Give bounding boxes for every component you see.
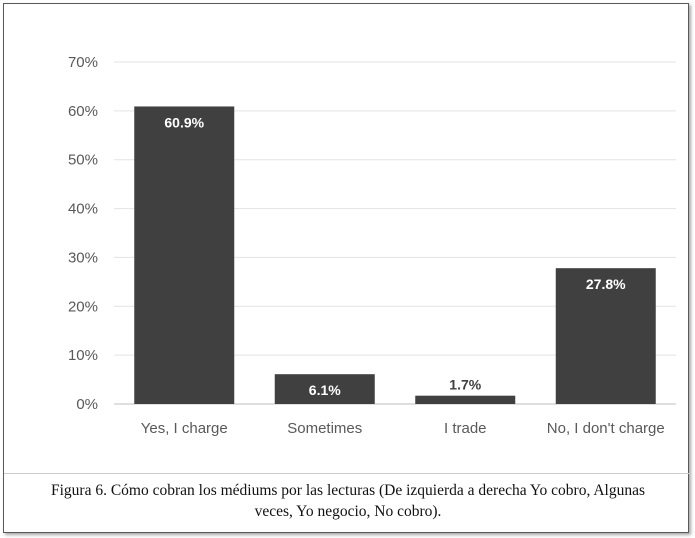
- y-tick-label: 70%: [68, 54, 98, 71]
- data-label: 1.7%: [449, 377, 481, 393]
- data-label: 6.1%: [309, 382, 341, 398]
- category-label: No, I don't charge: [547, 420, 665, 437]
- bar: [274, 374, 375, 404]
- caption-line-1: Figura 6. Cómo cobran los médiums por la…: [50, 482, 646, 499]
- category-label: Yes, I charge: [141, 420, 228, 437]
- y-tick-label: 0%: [76, 396, 98, 413]
- y-tick-label: 10%: [68, 347, 98, 364]
- figure-caption: Figura 6. Cómo cobran los médiums por la…: [8, 480, 688, 522]
- data-label: 27.8%: [586, 276, 626, 292]
- y-tick-label: 60%: [68, 103, 98, 120]
- y-axis-ticks: 0% 10% 20% 30% 40% 50% 60% 70%: [68, 54, 98, 413]
- bar: [134, 106, 235, 405]
- y-tick-label: 50%: [68, 152, 98, 169]
- y-tick-label: 30%: [68, 249, 98, 266]
- figure-frame: 0% 10% 20% 30% 40% 50% 60% 70% 60.9% 6.1% 1.7% 27.…: [3, 3, 690, 533]
- category-label: Sometimes: [287, 420, 362, 437]
- y-tick-label: 40%: [68, 201, 98, 218]
- data-labels: 60.9% 6.1% 1.7% 27.8%: [164, 114, 626, 398]
- category-label: I trade: [444, 420, 487, 437]
- y-tick-label: 20%: [68, 298, 98, 315]
- bars: [134, 106, 656, 405]
- bar: [415, 395, 516, 404]
- x-axis-categories: Yes, I charge Sometimes I trade No, I don't…: [141, 420, 665, 437]
- caption-line-2: veces, Yo negocio, No cobro).: [254, 503, 442, 520]
- bar: [555, 268, 656, 404]
- data-label: 60.9%: [164, 114, 204, 130]
- caption-divider: [4, 473, 690, 474]
- bar-chart: 0% 10% 20% 30% 40% 50% 60% 70% 60.9% 6.1% 1.7% 27.…: [68, 54, 676, 437]
